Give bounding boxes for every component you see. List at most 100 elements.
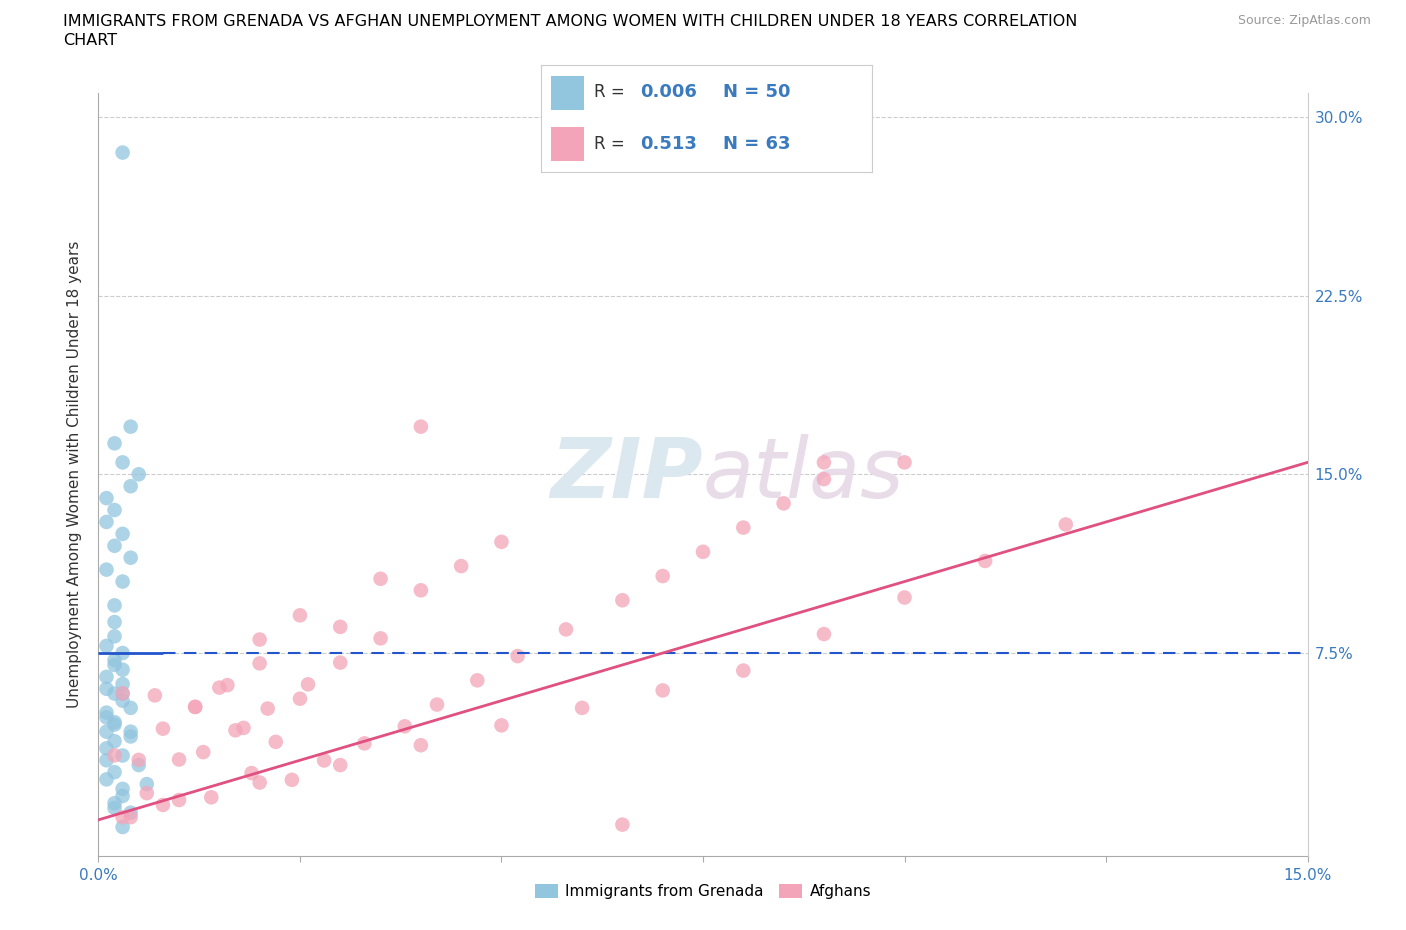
Point (111, 819, 134, 834)
Point (103, 734, 125, 749)
Point (111, 645, 134, 660)
Point (465, 673, 488, 688)
Bar (551, 76, 585, 110)
Point (314, 753, 336, 768)
Point (249, 775, 271, 790)
Point (491, 718, 513, 733)
Point (103, 502, 125, 517)
Point (128, 467, 150, 482)
Text: R =: R = (595, 84, 630, 101)
Point (103, 796, 125, 811)
Point (224, 723, 246, 737)
Point (288, 691, 311, 706)
Point (651, 568, 673, 583)
Point (184, 699, 207, 714)
Point (370, 571, 392, 586)
Point (128, 752, 150, 767)
Point (111, 781, 134, 796)
Text: IMMIGRANTS FROM GRENADA VS AFGHAN UNEMPLOYMENT AMONG WOMEN WITH CHILDREN UNDER 1: IMMIGRANTS FROM GRENADA VS AFGHAN UNEMPL… (63, 14, 1077, 29)
Point (167, 752, 190, 767)
Point (96, 682, 118, 697)
Point (103, 629, 125, 644)
Point (103, 653, 125, 668)
Point (111, 685, 134, 700)
Point (329, 655, 352, 670)
Point (111, 810, 134, 825)
Point (813, 455, 835, 470)
Point (111, 693, 134, 708)
Point (103, 436, 125, 451)
Point (193, 745, 215, 760)
Point (167, 792, 190, 807)
Point (120, 700, 142, 715)
Point (96, 562, 118, 577)
Point (152, 798, 174, 813)
Point (103, 801, 125, 816)
Text: N = 50: N = 50 (723, 84, 790, 101)
Text: R =: R = (595, 135, 636, 153)
Point (128, 758, 150, 773)
Point (555, 622, 578, 637)
Point (772, 496, 794, 511)
Point (208, 680, 231, 695)
Point (256, 701, 278, 716)
Text: N = 63: N = 63 (723, 135, 790, 153)
Bar (551, 127, 585, 162)
Point (264, 735, 287, 750)
Point (370, 631, 392, 645)
Point (893, 590, 915, 604)
Point (409, 737, 432, 752)
Point (96, 710, 118, 724)
Point (1054, 517, 1077, 532)
Point (103, 764, 125, 779)
Point (96, 491, 118, 506)
Point (96, 705, 118, 720)
Point (111, 748, 134, 763)
Point (135, 786, 157, 801)
Point (111, 455, 134, 470)
Point (249, 632, 271, 647)
Point (103, 615, 125, 630)
Text: Source: ZipAtlas.com: Source: ZipAtlas.com (1237, 14, 1371, 27)
Point (103, 658, 125, 672)
Point (111, 686, 134, 701)
Text: atlas: atlas (703, 433, 904, 515)
Point (103, 686, 125, 701)
Point (120, 729, 142, 744)
Point (120, 419, 142, 434)
Text: CHART: CHART (63, 33, 117, 47)
Point (96, 772, 118, 787)
Point (426, 698, 449, 712)
Point (571, 700, 593, 715)
Point (103, 717, 125, 732)
Point (240, 765, 263, 780)
Point (96, 514, 118, 529)
Point (506, 648, 529, 663)
Point (329, 758, 352, 773)
Point (353, 736, 375, 751)
Point (120, 810, 142, 825)
Point (733, 520, 755, 535)
Point (612, 817, 634, 832)
Point (111, 145, 134, 160)
Text: ZIP: ZIP (550, 433, 703, 515)
Point (409, 583, 432, 598)
Point (974, 553, 997, 568)
Point (297, 677, 319, 692)
Point (120, 551, 142, 565)
Point (813, 472, 835, 486)
Point (120, 479, 142, 494)
Legend: Immigrants from Grenada, Afghans: Immigrants from Grenada, Afghans (529, 878, 877, 905)
Point (450, 559, 472, 574)
Point (651, 683, 673, 698)
Point (813, 627, 835, 642)
Point (96, 639, 118, 654)
Point (96, 724, 118, 739)
Point (329, 619, 352, 634)
Text: 0.006: 0.006 (641, 84, 697, 101)
Point (120, 724, 142, 739)
Text: 0.513: 0.513 (641, 135, 697, 153)
Point (111, 526, 134, 541)
Point (111, 574, 134, 589)
Point (288, 608, 311, 623)
